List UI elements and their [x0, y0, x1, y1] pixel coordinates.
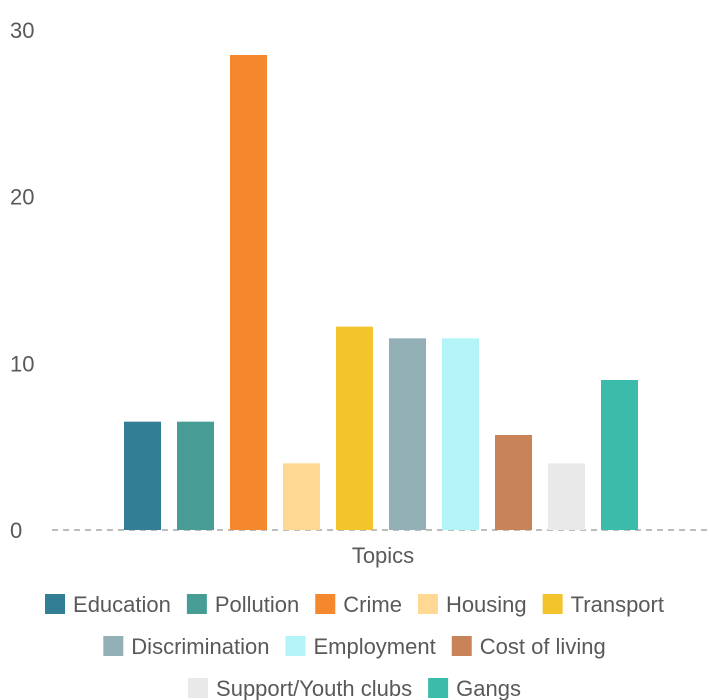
y-tick-label: 30	[10, 18, 34, 43]
bar-crime[interactable]	[230, 55, 267, 530]
legend-swatch	[428, 678, 449, 698]
legend-swatch	[285, 636, 306, 656]
bar-transport[interactable]	[336, 326, 373, 530]
x-axis-label: Topics	[352, 543, 414, 568]
y-tick-label: 20	[10, 185, 34, 210]
legend-item[interactable]: Transport	[542, 592, 664, 617]
legend-label: Education	[73, 592, 171, 617]
legend-item[interactable]: Cost of living	[451, 634, 606, 659]
legend-swatch	[542, 594, 563, 614]
bars-group	[124, 55, 638, 530]
bar-cost-of-living[interactable]	[495, 435, 532, 530]
bar-housing[interactable]	[283, 463, 320, 530]
legend-swatch	[186, 594, 207, 614]
legend-item[interactable]: Crime	[315, 592, 402, 617]
bar-pollution[interactable]	[177, 421, 214, 530]
legend-label: Employment	[313, 634, 435, 659]
bar-gangs[interactable]	[601, 380, 638, 530]
legend-label: Discrimination	[131, 634, 269, 659]
legend-item[interactable]: Support/Youth clubs	[188, 676, 412, 700]
legend-label: Transport	[571, 592, 664, 617]
legend-swatch	[188, 678, 209, 698]
y-tick-label: 10	[10, 351, 34, 376]
legend-item[interactable]: Gangs	[428, 676, 521, 700]
bar-discrimination[interactable]	[389, 338, 426, 530]
legend-item[interactable]: Housing	[417, 592, 527, 617]
legend-label: Support/Youth clubs	[216, 676, 412, 700]
legend-swatch	[417, 594, 438, 614]
legend-swatch	[315, 594, 336, 614]
legend-item[interactable]: Education	[45, 592, 171, 617]
legend-swatch	[103, 636, 124, 656]
legend-item[interactable]: Pollution	[186, 592, 299, 617]
legend-label: Cost of living	[480, 634, 606, 659]
legend-label: Gangs	[456, 676, 521, 700]
legend-label: Pollution	[215, 592, 299, 617]
legend: Education Pollution Crime Housing Transport D…	[45, 592, 664, 700]
bar-support-youth-clubs[interactable]	[548, 463, 585, 530]
legend-swatch	[45, 594, 66, 614]
legend-label: Housing	[446, 592, 527, 617]
legend-item[interactable]: Discrimination	[103, 634, 269, 659]
bar-employment[interactable]	[442, 338, 479, 530]
y-axis-ticks: 0 10 20 30	[10, 18, 34, 543]
legend-label: Crime	[343, 592, 402, 617]
bar-education[interactable]	[124, 421, 161, 530]
y-tick-label: 0	[10, 518, 22, 543]
legend-swatch	[451, 636, 472, 656]
legend-item[interactable]: Employment	[285, 634, 436, 659]
